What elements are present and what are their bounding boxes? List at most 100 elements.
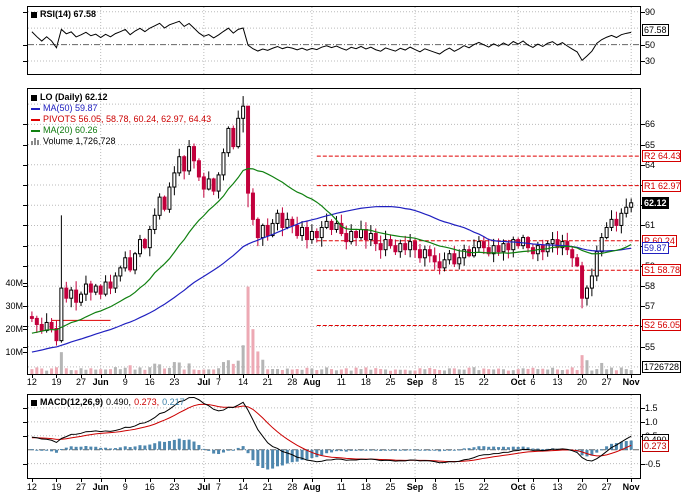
macd-value-signal: 0.273, bbox=[134, 397, 160, 407]
x-axis-label: 20 bbox=[577, 482, 588, 492]
x-axis-label: 7 bbox=[216, 482, 222, 492]
ma20-legend-label: MA(20) 60.26 bbox=[43, 125, 98, 135]
tick-mark bbox=[125, 479, 127, 482]
x-axis-label: 9 bbox=[122, 482, 128, 492]
macd-histogram bbox=[30, 438, 633, 470]
rsi-border bbox=[27, 6, 641, 75]
x-axis-label: Nov bbox=[622, 482, 640, 492]
macd-legend: MACD(12,26,9) 0.490, 0.273, 0.217 bbox=[31, 397, 185, 408]
rsi-value-box: 67.58 bbox=[642, 24, 669, 37]
x-axis-label: 27 bbox=[76, 377, 87, 387]
ma20-line bbox=[31, 168, 632, 334]
x-axis-label: 19 bbox=[51, 482, 62, 492]
x-axis-label: 27 bbox=[601, 377, 612, 387]
x-axis-label: Jun bbox=[92, 377, 109, 387]
ma20-legend-marker-icon bbox=[31, 129, 40, 132]
macd-plot[interactable] bbox=[27, 394, 641, 479]
tick-mark bbox=[23, 352, 27, 353]
x-axis-label: 15 bbox=[454, 377, 465, 387]
tick-mark bbox=[459, 479, 461, 482]
price-plot[interactable] bbox=[27, 88, 641, 375]
volume-legend-icon bbox=[31, 138, 40, 145]
tick-mark bbox=[23, 44, 27, 46]
tick-mark bbox=[311, 375, 313, 378]
x-axis-label: 19 bbox=[51, 377, 62, 387]
tick-mark bbox=[23, 306, 27, 307]
tick-mark bbox=[641, 306, 645, 308]
x-axis-label: 25 bbox=[385, 482, 396, 492]
x-axis-label: Jul bbox=[197, 377, 211, 387]
tick-mark bbox=[641, 286, 645, 288]
volume-bars bbox=[30, 286, 633, 374]
tick-mark bbox=[641, 144, 645, 146]
tick-mark bbox=[606, 375, 608, 378]
x-axis-label: 15 bbox=[454, 482, 465, 492]
tick-mark bbox=[23, 286, 27, 288]
price-border bbox=[27, 88, 641, 375]
x-axis-label: 18 bbox=[360, 377, 371, 387]
last-price-box: 62.12 bbox=[642, 196, 669, 209]
tick-mark bbox=[23, 265, 27, 267]
rsi-axis-label: 30 bbox=[645, 56, 656, 67]
tick-mark bbox=[267, 479, 269, 482]
x-axis-label: 11 bbox=[336, 377, 347, 387]
tick-mark bbox=[23, 407, 27, 409]
macd-value-macd: 0.490, bbox=[106, 397, 132, 407]
volume-axis-label: 30M bbox=[5, 301, 23, 311]
volume-axis-label: 20M bbox=[5, 324, 23, 334]
volume-legend-label: Volume 1,726,728 bbox=[43, 136, 116, 146]
tick-mark bbox=[365, 375, 367, 378]
rsi-plot[interactable] bbox=[27, 6, 641, 75]
symbol-legend-row: LO (Daily) 62.12 bbox=[31, 92, 211, 103]
tick-mark bbox=[365, 479, 367, 482]
x-axis-label: Oct bbox=[510, 482, 526, 492]
rsi-legend-label: RSI(14) 67.58 bbox=[40, 9, 97, 19]
tick-mark bbox=[23, 11, 27, 13]
macd-border bbox=[27, 394, 641, 479]
tick-mark bbox=[23, 185, 27, 186]
x-axis-label: 23 bbox=[169, 377, 180, 387]
tick-mark bbox=[415, 479, 417, 482]
tick-mark bbox=[631, 375, 633, 378]
pivot-label-box: S1 58.78 bbox=[642, 264, 681, 277]
tick-mark bbox=[149, 375, 151, 378]
tick-mark bbox=[149, 479, 151, 482]
tick-mark bbox=[390, 375, 392, 378]
tick-mark bbox=[267, 375, 269, 378]
tick-mark bbox=[81, 375, 83, 378]
tick-mark bbox=[311, 479, 313, 482]
x-axis-label: 22 bbox=[478, 482, 489, 492]
tick-mark bbox=[641, 61, 645, 63]
tick-mark bbox=[483, 375, 485, 378]
x-axis-label: 14 bbox=[238, 377, 249, 387]
x-axis-label: 22 bbox=[478, 377, 489, 387]
tick-mark bbox=[23, 225, 27, 227]
macd-value-histogram: 0.217 bbox=[162, 397, 185, 407]
rsi-legend: RSI(14) 67.58 bbox=[31, 9, 96, 20]
tick-mark bbox=[23, 326, 27, 328]
tick-mark bbox=[557, 375, 559, 378]
macd-axis-label: 1.0 bbox=[645, 416, 658, 427]
pivot-label-box: R2 64.43 bbox=[642, 150, 681, 163]
macd-value-box: 0.273 bbox=[642, 440, 669, 453]
main-legend: LO (Daily) 62.12 MA(50) 59.87 PIVOTS 56.… bbox=[31, 92, 211, 147]
x-axis-label: 21 bbox=[262, 377, 273, 387]
x-axis-label: 9 bbox=[122, 377, 128, 387]
tick-mark bbox=[434, 375, 436, 378]
x-axis-label: 13 bbox=[552, 482, 563, 492]
tick-mark bbox=[23, 124, 27, 126]
tick-mark bbox=[582, 479, 584, 482]
tick-mark bbox=[582, 375, 584, 378]
tick-mark bbox=[641, 225, 645, 227]
x-axis-label: Jul bbox=[197, 482, 211, 492]
tick-mark bbox=[532, 479, 534, 482]
symbol-legend-label: LO (Daily) 62.12 bbox=[40, 92, 108, 102]
candles bbox=[29, 96, 634, 346]
tick-mark bbox=[390, 479, 392, 482]
macd-axis-label: -0.5 bbox=[645, 458, 661, 469]
volume-axis-label: 40M bbox=[5, 278, 23, 288]
tick-mark bbox=[23, 283, 27, 284]
x-axis-label: 12 bbox=[26, 377, 37, 387]
tick-mark bbox=[415, 375, 417, 378]
